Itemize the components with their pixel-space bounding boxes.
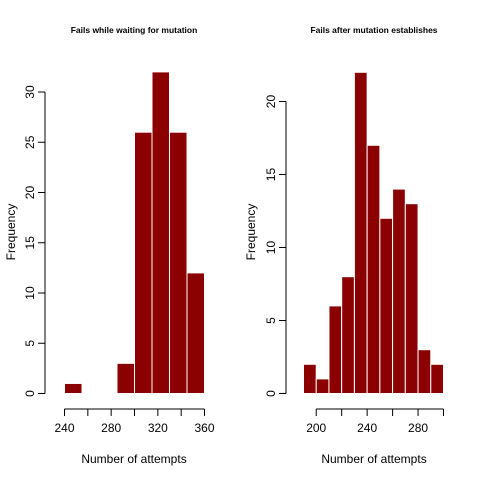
y-tick-label: 15 bbox=[264, 168, 278, 182]
y-tick-label: 5 bbox=[264, 317, 278, 324]
right-chart-title: Fails after mutation establishes bbox=[310, 25, 437, 35]
y-tick-label: 0 bbox=[23, 390, 37, 397]
histogram-bar bbox=[417, 349, 432, 395]
right-bars bbox=[303, 71, 445, 395]
y-tick-label: 30 bbox=[23, 85, 37, 99]
histogram-bar bbox=[404, 203, 419, 394]
y-tick-label: 0 bbox=[264, 390, 278, 397]
y-tick-label: 10 bbox=[264, 241, 278, 255]
left-y-axis-label: Frequency bbox=[4, 204, 18, 261]
histogram-bar bbox=[366, 144, 381, 394]
histogram-bar bbox=[328, 305, 343, 394]
x-tick-label: 240 bbox=[357, 421, 377, 435]
left-y-axis: 0 5 10 15 20 25 30 bbox=[23, 85, 46, 397]
right-x-axis-label: Number of attempts bbox=[321, 452, 426, 466]
y-tick-label: 10 bbox=[23, 286, 37, 300]
x-tick-label: 240 bbox=[54, 421, 74, 435]
histogram-bar bbox=[169, 131, 188, 394]
x-tick-label: 360 bbox=[194, 421, 214, 435]
right-histogram-panel: Fails after mutation establishes 200 240 2… bbox=[244, 25, 445, 466]
left-bars bbox=[64, 71, 205, 395]
y-tick-label: 15 bbox=[23, 236, 37, 250]
histogram-bar bbox=[64, 382, 83, 395]
histogram-bar bbox=[341, 276, 355, 395]
x-tick-label: 200 bbox=[306, 421, 326, 435]
histogram-bar bbox=[116, 362, 135, 395]
left-x-axis-label: Number of attempts bbox=[81, 452, 186, 466]
y-tick-label: 25 bbox=[23, 135, 37, 149]
left-histogram-panel: Fails while waiting for mutation 240 280 3… bbox=[4, 25, 215, 466]
histogram-bar bbox=[379, 217, 394, 394]
y-tick-label: 20 bbox=[264, 95, 278, 109]
left-x-axis: 240 280 320 360 bbox=[54, 408, 215, 435]
left-chart-title: Fails while waiting for mutation bbox=[71, 25, 198, 35]
y-tick-label: 20 bbox=[23, 186, 37, 200]
histogram-bar bbox=[430, 363, 445, 394]
histogram-bar bbox=[353, 71, 368, 395]
x-tick-label: 280 bbox=[101, 421, 121, 435]
histogram-bar bbox=[392, 188, 406, 394]
histogram-bar bbox=[303, 363, 317, 394]
histogram-bar bbox=[186, 272, 205, 394]
right-y-axis: 0 5 10 15 20 bbox=[264, 95, 287, 397]
x-tick-label: 280 bbox=[408, 421, 428, 435]
histogram-bar bbox=[134, 131, 153, 394]
right-x-axis: 200 240 280 bbox=[306, 408, 444, 435]
y-tick-label: 5 bbox=[23, 340, 37, 347]
x-tick-label: 320 bbox=[148, 421, 168, 435]
histogram-bar bbox=[151, 71, 170, 395]
right-y-axis-label: Frequency bbox=[244, 204, 258, 261]
histogram-bar bbox=[315, 378, 330, 394]
